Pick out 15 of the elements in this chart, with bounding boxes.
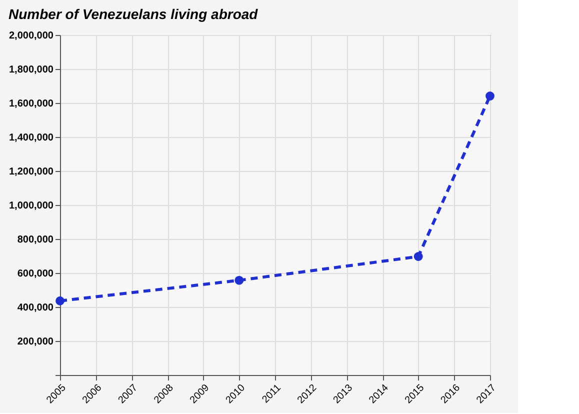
y-tick-label: 200,000 bbox=[17, 336, 54, 348]
point bbox=[56, 296, 64, 306]
point bbox=[486, 92, 494, 100]
y-tick-label: 1,600,000 bbox=[9, 98, 54, 110]
y-tick-label: 1,400,000 bbox=[9, 132, 54, 144]
y-tick-label: 2,000,000 bbox=[9, 30, 54, 42]
y-tick-label: 1,000,000 bbox=[9, 200, 54, 212]
y-tick-label: 800,000 bbox=[17, 234, 54, 246]
point bbox=[234, 276, 244, 285]
point bbox=[414, 252, 423, 261]
y-tick-label: 600,000 bbox=[17, 268, 54, 280]
y-tick-label: 1,800,000 bbox=[9, 64, 54, 76]
y-tick-label: 400,000 bbox=[17, 302, 54, 314]
chart-title: Number of Venezuelans living abroad bbox=[8, 6, 258, 22]
y-tick-label: 1,200,000 bbox=[9, 166, 54, 178]
